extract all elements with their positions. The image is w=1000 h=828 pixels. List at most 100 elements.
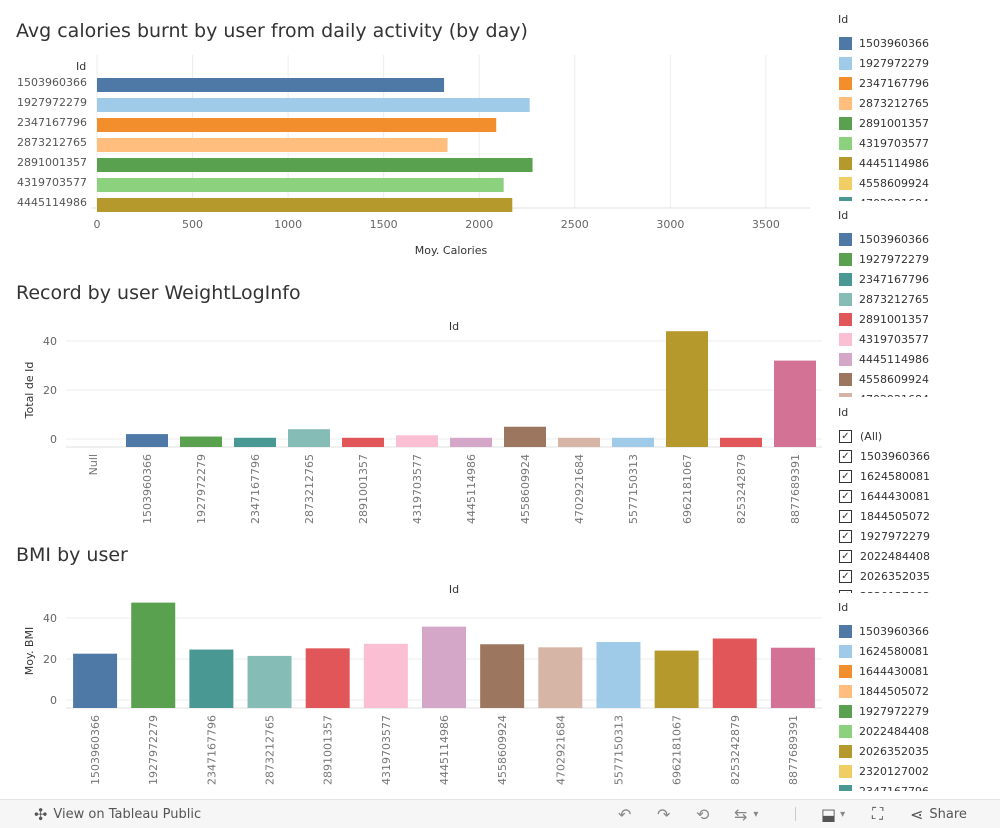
checkbox[interactable]: ✓ — [839, 549, 852, 563]
undo-button[interactable]: ↶ — [618, 800, 631, 828]
legend-label: 2347167796 — [859, 784, 929, 792]
bar — [770, 647, 815, 708]
filter-option[interactable]: ✓ 2022484408 — [832, 546, 1000, 566]
x-category-label: 4445114986 — [465, 454, 478, 524]
legend-item[interactable]: 1927972279 — [832, 53, 1000, 73]
bmi-bar-chart[interactable]: 0 20 40 Id Moy. BMI 1503960366 1927972279 23471… — [0, 578, 830, 793]
legend-item[interactable]: 2873212765 — [832, 289, 1000, 309]
x-category-label: 8253242879 — [735, 454, 748, 524]
share-button[interactable]: ⋖ Share — [910, 800, 967, 828]
legend-item[interactable]: 4319703577 — [832, 133, 1000, 153]
color-swatch — [839, 784, 852, 791]
legend-header: Id — [838, 209, 849, 222]
legend-item[interactable]: 4319703577 — [832, 329, 1000, 349]
view-on-tableau-public-link[interactable]: ✣ View on Tableau Public — [34, 800, 201, 828]
x-category-label: 2347167796 — [249, 454, 262, 524]
legend-header: Id — [838, 406, 849, 419]
legend-label: 4319703577 — [859, 332, 929, 346]
legend-item[interactable]: 2347167796 — [832, 269, 1000, 289]
calories-bar-chart[interactable]: 0 500 1000 1500 2000 2500 3000 3500 Id 1503960366… — [0, 55, 830, 265]
legend-label: 1503960366 — [860, 449, 930, 463]
y-tick-label: 0 — [50, 694, 57, 707]
x-category-label: 2347167796 — [205, 715, 218, 785]
weightlog-record-bar-chart[interactable]: 0 20 40 Id Total de Id Null 1503960366 19279722… — [0, 315, 830, 540]
bar — [288, 429, 330, 447]
refresh-button[interactable]: ⇆ ▾ — [734, 800, 758, 828]
legend-item[interactable]: 1503960366 — [832, 621, 1000, 641]
bar — [450, 437, 492, 447]
bar — [654, 650, 699, 708]
legend-item[interactable]: 2026352035 — [832, 741, 1000, 761]
filter-option[interactable]: ✓ 1927972279 — [832, 526, 1000, 546]
legend-item[interactable]: 1927972279 — [832, 701, 1000, 721]
revert-button[interactable]: ⟲ — [696, 800, 709, 828]
legend-label: 4558609924 — [859, 372, 929, 386]
color-swatch — [839, 352, 852, 366]
filter-option[interactable]: ✓ 1844505072 — [832, 506, 1000, 526]
filter-option[interactable]: ✓ 1624580081 — [832, 466, 1000, 486]
x-category-label: 1503960366 — [141, 454, 154, 524]
legend-item[interactable]: 1844505072 — [832, 681, 1000, 701]
legend-label: 4702921684 — [859, 197, 929, 202]
toolbar-divider — [795, 807, 796, 821]
bar — [97, 118, 497, 132]
filter-option[interactable]: ✓ (All) — [832, 426, 1000, 446]
filter-option[interactable]: ✓ 1644430081 — [832, 486, 1000, 506]
x-category-label: 4702921684 — [554, 715, 567, 785]
color-legend-weightlog[interactable]: Id 1503960366 1927972279 2347167796 2873212… — [832, 209, 1000, 397]
color-swatch — [839, 664, 852, 678]
checkbox[interactable]: ✓ — [839, 489, 852, 503]
legend-item[interactable]: 2891001357 — [832, 309, 1000, 329]
x-tick-label: 3000 — [656, 218, 684, 231]
id-filter[interactable]: Id ✓ (All) ✓ 1503960366 ✓ 1624580081 ✓ 16444300… — [832, 406, 1000, 593]
legend-item[interactable]: 4558609924 — [832, 369, 1000, 389]
x-category-label: 8877689391 — [787, 715, 800, 785]
color-swatch — [839, 372, 852, 386]
legend-item[interactable]: 1927972279 — [832, 249, 1000, 269]
filter-option[interactable]: ✓ 2320127002 — [832, 586, 1000, 593]
legend-item[interactable]: 2891001357 — [832, 113, 1000, 133]
legend-item[interactable]: 4702921684 — [832, 193, 1000, 201]
bar — [504, 426, 546, 447]
legend-item[interactable]: 4558609924 — [832, 173, 1000, 193]
checkbox[interactable]: ✓ — [839, 429, 852, 443]
y-tick-label: 20 — [43, 653, 57, 666]
fullscreen-button[interactable]: ⛶ — [872, 800, 883, 828]
legend-item[interactable]: 1644430081 — [832, 661, 1000, 681]
x-tick-label: 2000 — [465, 218, 493, 231]
legend-item[interactable]: 2347167796 — [832, 781, 1000, 791]
legend-item[interactable]: 1503960366 — [832, 229, 1000, 249]
legend-item[interactable]: 1624580081 — [832, 641, 1000, 661]
color-legend-bmi[interactable]: Id 1503960366 1624580081 1644430081 1844505… — [832, 601, 1000, 791]
download-button[interactable]: ⬓ ▾ — [821, 800, 845, 828]
color-swatch — [839, 624, 852, 638]
filter-option[interactable]: ✓ 1503960366 — [832, 446, 1000, 466]
legend-item[interactable]: 2320127002 — [832, 761, 1000, 781]
y-tick-label: 0 — [50, 433, 57, 446]
color-legend-calories[interactable]: Id 1503960366 1927972279 2347167796 2873212… — [832, 13, 1000, 201]
bar — [666, 331, 708, 447]
redo-button[interactable]: ↷ — [657, 800, 670, 828]
checkbox[interactable]: ✓ — [839, 449, 852, 463]
legend-item[interactable]: 4445114986 — [832, 349, 1000, 369]
legend-item[interactable]: 2347167796 — [832, 73, 1000, 93]
checkbox[interactable]: ✓ — [839, 529, 852, 543]
checkbox[interactable]: ✓ — [839, 509, 852, 523]
legend-item[interactable]: 4445114986 — [832, 153, 1000, 173]
legend-item[interactable]: 1503960366 — [832, 33, 1000, 53]
legend-item[interactable]: 2873212765 — [832, 93, 1000, 113]
filter-option[interactable]: ✓ 2026352035 — [832, 566, 1000, 586]
legend-label: 2026352035 — [859, 744, 929, 758]
legend-item[interactable]: 2022484408 — [832, 721, 1000, 741]
bar — [712, 638, 757, 708]
legend-item[interactable]: 4702921684 — [832, 389, 1000, 397]
y-category-label: 1503960366 — [17, 76, 87, 89]
checkbox[interactable]: ✓ — [839, 589, 852, 593]
download-icon: ⬓ — [821, 804, 837, 824]
checkbox[interactable]: ✓ — [839, 569, 852, 583]
color-swatch — [839, 156, 852, 170]
tableau-logo-icon: ✣ — [34, 804, 48, 824]
legend-label: 1644430081 — [860, 489, 930, 503]
checkbox[interactable]: ✓ — [839, 469, 852, 483]
bar — [422, 626, 466, 708]
